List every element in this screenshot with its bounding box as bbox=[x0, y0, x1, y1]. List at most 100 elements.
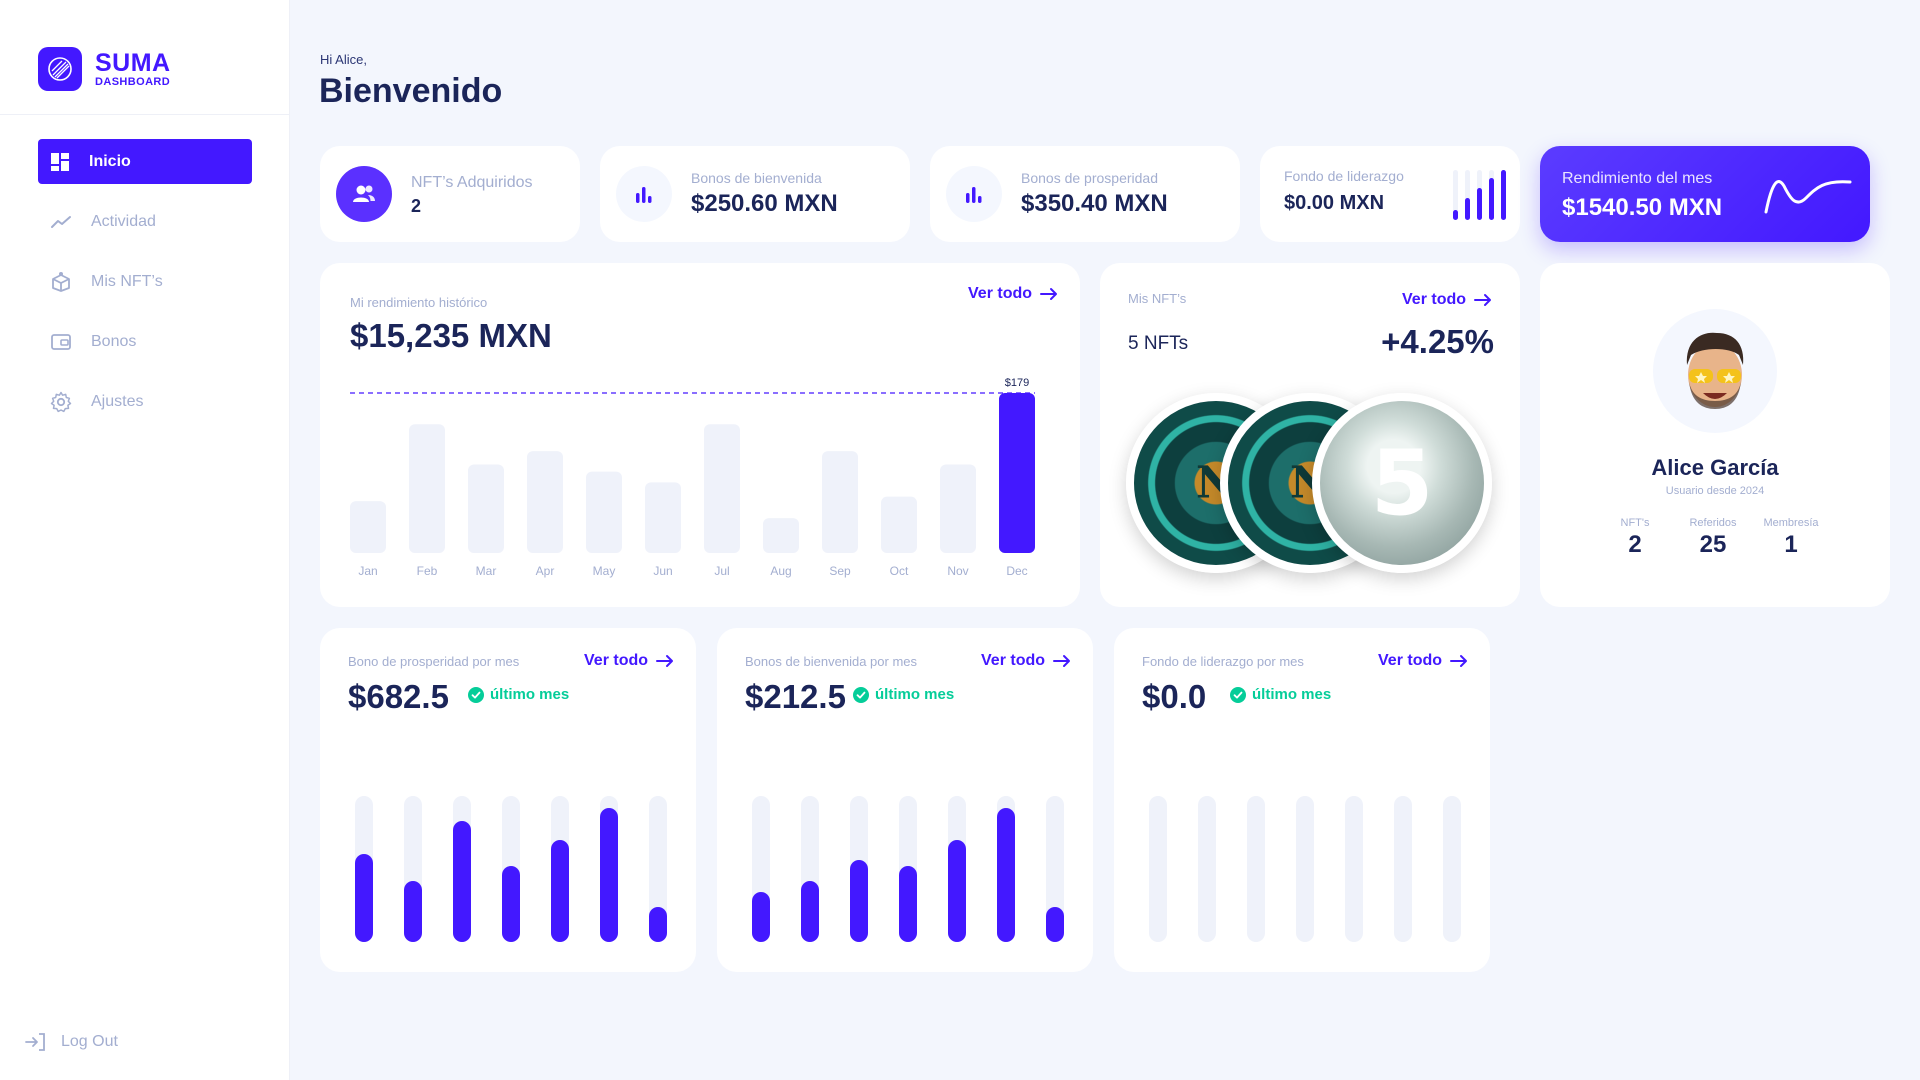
mini-bar-track bbox=[1501, 170, 1506, 220]
chart-bar[interactable] bbox=[527, 451, 563, 553]
logout-button[interactable]: Log Out bbox=[24, 1032, 118, 1052]
monthly-bar[interactable] bbox=[899, 866, 917, 942]
chart-bar[interactable] bbox=[586, 471, 622, 553]
monthly-bar[interactable] bbox=[801, 880, 819, 942]
stat-value: 2 bbox=[411, 196, 422, 216]
chart-bar[interactable] bbox=[350, 501, 386, 553]
bar-chart-icon bbox=[616, 166, 672, 222]
monthly-bar[interactable] bbox=[752, 892, 770, 942]
profile-name: Alice García bbox=[1651, 455, 1779, 480]
sidebar-item-label: Ajustes bbox=[91, 392, 144, 410]
nft-coin-3[interactable]: 5 bbox=[1312, 393, 1492, 573]
ver-todo-link[interactable]: Ver todo bbox=[1402, 291, 1492, 309]
monthly-bar-track bbox=[997, 796, 1015, 942]
nft-box-icon bbox=[52, 271, 70, 292]
brand-name: SUMA bbox=[95, 48, 171, 77]
check-circle-icon bbox=[1230, 686, 1246, 703]
profile-card: Alice García Usuario desde 2024 NFT's 2 … bbox=[1540, 263, 1890, 607]
monthly-bar-track bbox=[404, 796, 422, 942]
avatar[interactable] bbox=[1653, 309, 1777, 433]
sidebar-item-inicio[interactable]: Inicio bbox=[38, 139, 252, 184]
stat-card-prosperidad[interactable]: Bonos de prosperidad $350.40 MXN bbox=[930, 146, 1240, 242]
monthly-bar[interactable] bbox=[948, 839, 966, 942]
month-tick-label: Nov bbox=[947, 564, 968, 578]
monthly-bar[interactable] bbox=[355, 854, 373, 942]
monthly-bar-track bbox=[453, 796, 471, 942]
chart-bar[interactable] bbox=[881, 496, 917, 553]
stat-label: NFT’s Adquiridos bbox=[411, 174, 533, 191]
greeting: Hi Alice, bbox=[320, 52, 367, 67]
profile-stat-value: 1 bbox=[1784, 531, 1798, 558]
monthly-bar[interactable] bbox=[850, 860, 868, 942]
mis-nfts-label: Mis NFT’s bbox=[1128, 291, 1187, 306]
monthly-bar-track bbox=[899, 796, 917, 942]
users-icon bbox=[336, 166, 392, 222]
stat-card-liderazgo[interactable]: Fondo de liderazgo $0.00 MXN bbox=[1260, 146, 1520, 242]
mini-bar bbox=[1489, 177, 1494, 220]
monthly-bar[interactable] bbox=[649, 906, 667, 942]
history-value: $15,235 MXN bbox=[350, 317, 552, 354]
profile-stat-nfts: NFT's 2 bbox=[1595, 517, 1675, 559]
monthly-bar[interactable] bbox=[1046, 906, 1064, 942]
sidebar: SUMA DASHBOARD Inicio Actividad Mis NFT’ bbox=[0, 0, 290, 1080]
ver-todo-link[interactable]: Ver todo bbox=[981, 652, 1071, 670]
status-badge-label: último mes bbox=[875, 686, 955, 703]
stat-card-rendimiento[interactable]: Rendimiento del mes $1540.50 MXN bbox=[1540, 146, 1870, 242]
profile-stat-value: 25 bbox=[1699, 531, 1727, 558]
monthly-value: $682.5 bbox=[348, 678, 449, 715]
ver-todo-link[interactable]: Ver todo bbox=[1378, 652, 1468, 670]
monthly-bar-track bbox=[1394, 796, 1412, 942]
mis-nfts-card: Mis NFT’s Ver todo 5 NFTs +4.25% N N 5 bbox=[1100, 263, 1520, 607]
monthly-bar-track bbox=[1046, 796, 1064, 942]
nft-change: +4.25% bbox=[1381, 323, 1494, 360]
month-tick-label: Mar bbox=[476, 564, 497, 578]
mini-bar bbox=[1453, 210, 1458, 220]
sidebar-item-label: Bonos bbox=[91, 332, 137, 350]
history-label: Mi rendimiento histórico bbox=[350, 295, 488, 310]
chart-bar[interactable] bbox=[940, 464, 976, 553]
stat-card-bienvenida[interactable]: Bonos de bienvenida $250.60 MXN bbox=[600, 146, 910, 242]
trend-line-icon bbox=[51, 215, 71, 228]
monthly-bar[interactable] bbox=[453, 820, 471, 942]
chart-bar[interactable] bbox=[409, 424, 445, 553]
sidebar-item-label: Actividad bbox=[91, 212, 156, 230]
monthly-bar[interactable] bbox=[551, 839, 569, 942]
mini-bar-track bbox=[1489, 170, 1494, 220]
stat-card-nfts[interactable]: NFT’s Adquiridos 2 bbox=[320, 146, 580, 242]
monthly-bar-track bbox=[752, 796, 770, 942]
chart-bar[interactable] bbox=[468, 464, 504, 553]
page-title: Bienvenido bbox=[319, 72, 503, 110]
chart-bar[interactable] bbox=[645, 482, 681, 553]
arrow-right-icon bbox=[1450, 655, 1468, 667]
arrow-right-icon bbox=[1040, 288, 1058, 300]
stat-value: $0.00 MXN bbox=[1284, 192, 1385, 214]
brand[interactable]: SUMA DASHBOARD bbox=[38, 46, 171, 92]
sidebar-item-mis-nfts[interactable]: Mis NFT’s bbox=[38, 259, 252, 304]
monthly-bar[interactable] bbox=[997, 807, 1015, 942]
chart-bar[interactable] bbox=[822, 451, 858, 553]
monthly-bar-track bbox=[1443, 796, 1461, 942]
stat-label: Fondo de liderazgo bbox=[1284, 168, 1404, 184]
month-tick-label: Apr bbox=[536, 564, 555, 578]
monthly-label: Bonos de bienvenida por mes bbox=[745, 654, 918, 669]
monthly-bar[interactable] bbox=[502, 866, 520, 942]
ver-todo-link[interactable]: Ver todo bbox=[584, 652, 674, 670]
month-tick-label: Sep bbox=[829, 564, 851, 578]
monthly-label: Bono de prosperidad por mes bbox=[348, 654, 520, 669]
monthly-bar-track bbox=[1149, 796, 1167, 942]
ver-todo-link[interactable]: Ver todo bbox=[968, 285, 1058, 303]
monthly-bar-track bbox=[600, 796, 618, 942]
stat-value: $1540.50 MXN bbox=[1562, 194, 1723, 221]
dashboard-icon bbox=[51, 152, 69, 171]
sidebar-item-ajustes[interactable]: Ajustes bbox=[38, 379, 252, 424]
chart-bar[interactable] bbox=[999, 393, 1035, 553]
monthly-bar[interactable] bbox=[600, 807, 618, 942]
profile-since: Usuario desde 2024 bbox=[1665, 485, 1765, 497]
sidebar-item-bonos[interactable]: Bonos bbox=[38, 319, 252, 364]
monthly-bar[interactable] bbox=[404, 880, 422, 942]
chart-bar[interactable] bbox=[763, 518, 799, 553]
sidebar-nav: Inicio Actividad Mis NFT’s Bonos bbox=[38, 139, 252, 439]
sidebar-item-actividad[interactable]: Actividad bbox=[38, 199, 252, 244]
brand-subtitle: DASHBOARD bbox=[95, 75, 171, 88]
chart-bar[interactable] bbox=[704, 424, 740, 553]
